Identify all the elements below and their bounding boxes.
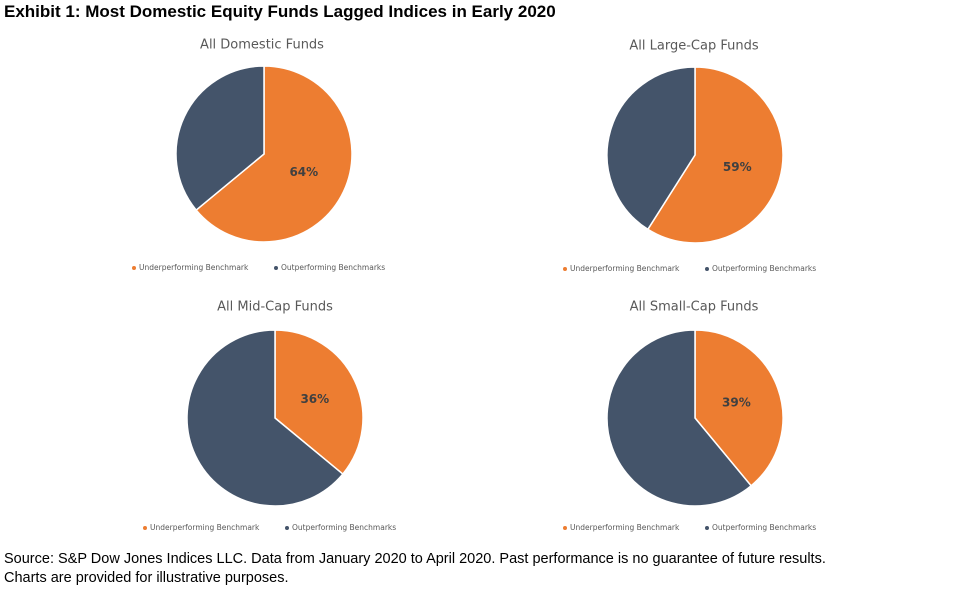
- legend-marker: [274, 266, 278, 270]
- pie-slice: [274, 329, 364, 476]
- pie-title: All Small-Cap Funds: [630, 300, 759, 315]
- pie-title: All Mid-Cap Funds: [217, 300, 333, 315]
- data-label: 59%: [723, 160, 752, 174]
- legend-label: Outperforming Benchmarks: [712, 264, 816, 273]
- legend-label: Outperforming Benchmarks: [712, 523, 816, 532]
- pie-slice: [606, 329, 753, 507]
- legend-label: Underperforming Benchmark: [139, 263, 249, 272]
- legend-label: Outperforming Benchmarks: [292, 523, 396, 532]
- pie-slice: [606, 66, 696, 231]
- legend-marker: [143, 526, 147, 530]
- legend-marker: [132, 266, 136, 270]
- legend-label: Underperforming Benchmark: [570, 523, 680, 532]
- data-label: 36%: [300, 392, 329, 406]
- data-label: 39%: [722, 396, 751, 410]
- legend-label: Underperforming Benchmark: [570, 264, 680, 273]
- legend-label: Outperforming Benchmarks: [281, 263, 385, 272]
- legend-label: Underperforming Benchmark: [150, 523, 260, 532]
- legend-marker: [705, 267, 709, 271]
- legend-marker: [563, 267, 567, 271]
- data-label: 64%: [289, 165, 318, 179]
- note: Charts are provided for illustrative pur…: [4, 570, 289, 586]
- pie-slice: [175, 65, 265, 212]
- notes: Source: S&P Dow Jones Indices LLC. Data …: [4, 550, 826, 588]
- legend-marker: [705, 526, 709, 530]
- legend-marker: [285, 526, 289, 530]
- pie-slice: [694, 329, 784, 487]
- pie-title: All Domestic Funds: [200, 38, 324, 53]
- pie-title: All Large-Cap Funds: [629, 39, 758, 54]
- pie-slice: [195, 65, 353, 243]
- pie-slice: [186, 329, 344, 507]
- page-title: Exhibit 1: Most Domestic Equity Funds La…: [4, 2, 556, 21]
- legend-marker: [563, 526, 567, 530]
- source-note: Source: S&P Dow Jones Indices LLC. Data …: [4, 551, 826, 567]
- pie-slice: [646, 66, 784, 244]
